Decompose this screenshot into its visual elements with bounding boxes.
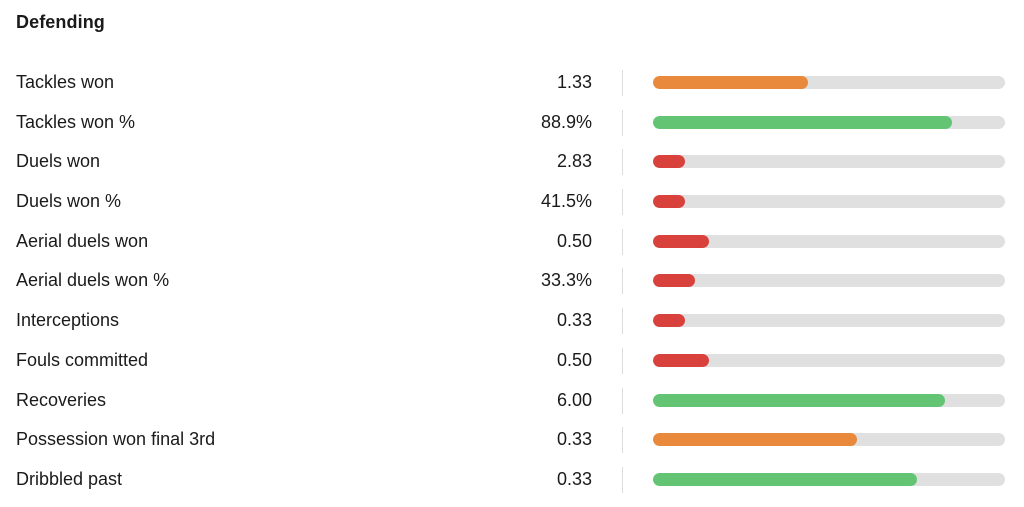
stat-divider bbox=[622, 189, 623, 216]
percentile-bar-track bbox=[653, 155, 1005, 169]
stat-divider bbox=[622, 268, 623, 295]
percentile-bar-track bbox=[653, 76, 1005, 89]
stat-divider bbox=[622, 387, 623, 414]
percentile-bar-track bbox=[653, 433, 1005, 447]
stat-divider bbox=[622, 109, 623, 136]
stat-value: 2.83 bbox=[556, 151, 592, 172]
stat-value: 0.50 bbox=[556, 349, 592, 370]
stat-value: 0.50 bbox=[556, 230, 592, 251]
percentile-bar-fill bbox=[653, 314, 685, 328]
stat-value: 33.3% bbox=[540, 270, 592, 291]
percentile-bar-track bbox=[653, 195, 1005, 209]
stat-row: Aerial duels won % 33.3% bbox=[0, 261, 1024, 301]
percentile-bar-track bbox=[653, 393, 1005, 407]
stat-label: Dribbled past bbox=[16, 468, 123, 489]
stat-label: Aerial duels won % bbox=[16, 270, 170, 291]
stat-label: Interceptions bbox=[16, 310, 120, 331]
stat-divider bbox=[622, 149, 623, 176]
percentile-bar-track bbox=[653, 314, 1005, 328]
stat-value: 1.33 bbox=[556, 72, 592, 92]
percentile-bar-fill bbox=[653, 433, 858, 447]
percentile-bar-track bbox=[653, 353, 1005, 367]
stat-row: Recoveries 6.00 bbox=[0, 381, 1024, 421]
stat-label: Duels won bbox=[16, 151, 101, 172]
stat-divider bbox=[622, 308, 623, 335]
stat-label: Tackles won % bbox=[16, 111, 136, 132]
stat-label: Tackles won bbox=[16, 72, 115, 92]
stat-row: Dribbled past 0.33 bbox=[0, 460, 1024, 500]
stat-value: 88.9% bbox=[540, 111, 592, 132]
stat-divider bbox=[622, 228, 623, 255]
section-title: Defending bbox=[16, 12, 105, 32]
percentile-bar-fill bbox=[653, 155, 685, 169]
percentile-bar-fill bbox=[653, 115, 953, 129]
stat-row: Aerial duels won 0.50 bbox=[0, 222, 1024, 262]
stat-row: Interceptions 0.33 bbox=[0, 301, 1024, 341]
percentile-bar-track bbox=[653, 274, 1005, 288]
percentile-bar-fill bbox=[653, 274, 696, 288]
stat-divider bbox=[622, 427, 623, 454]
percentile-bar-track bbox=[653, 472, 1005, 486]
stat-row: Duels won 2.83 bbox=[0, 142, 1024, 182]
stat-row: Possession won final 3rd 0.33 bbox=[0, 420, 1024, 460]
stat-label: Aerial duels won bbox=[16, 230, 149, 251]
stat-value: 6.00 bbox=[556, 389, 592, 410]
stat-label: Duels won % bbox=[16, 191, 122, 212]
stat-divider bbox=[622, 466, 623, 493]
stat-row: Duels won % 41.5% bbox=[0, 182, 1024, 222]
percentile-bar-track bbox=[653, 115, 1005, 129]
percentile-bar-fill bbox=[653, 472, 917, 486]
stat-value: 41.5% bbox=[540, 191, 592, 212]
stat-row: Tackles won % 88.9% bbox=[0, 103, 1024, 143]
stat-row: Tackles won 1.33 bbox=[0, 63, 1024, 103]
percentile-bar-fill bbox=[653, 195, 685, 209]
percentile-bar-track bbox=[653, 234, 1005, 248]
stat-value: 0.33 bbox=[556, 429, 592, 450]
stat-label: Recoveries bbox=[16, 389, 107, 410]
stat-value: 0.33 bbox=[556, 310, 592, 331]
percentile-bar-fill bbox=[653, 353, 710, 367]
stat-divider bbox=[622, 70, 623, 96]
percentile-bar-fill bbox=[653, 76, 808, 89]
stat-row: Fouls committed 0.50 bbox=[0, 341, 1024, 381]
percentile-bar-fill bbox=[653, 393, 946, 407]
stat-label: Fouls committed bbox=[16, 349, 149, 370]
stat-divider bbox=[622, 347, 623, 374]
percentile-bar-fill bbox=[653, 234, 710, 248]
stats-list: Tackles won 1.33 Tackles won % 88.9% Duels w… bbox=[0, 63, 1024, 500]
stat-value: 0.33 bbox=[556, 468, 592, 489]
stat-label: Possession won final 3rd bbox=[16, 429, 216, 450]
